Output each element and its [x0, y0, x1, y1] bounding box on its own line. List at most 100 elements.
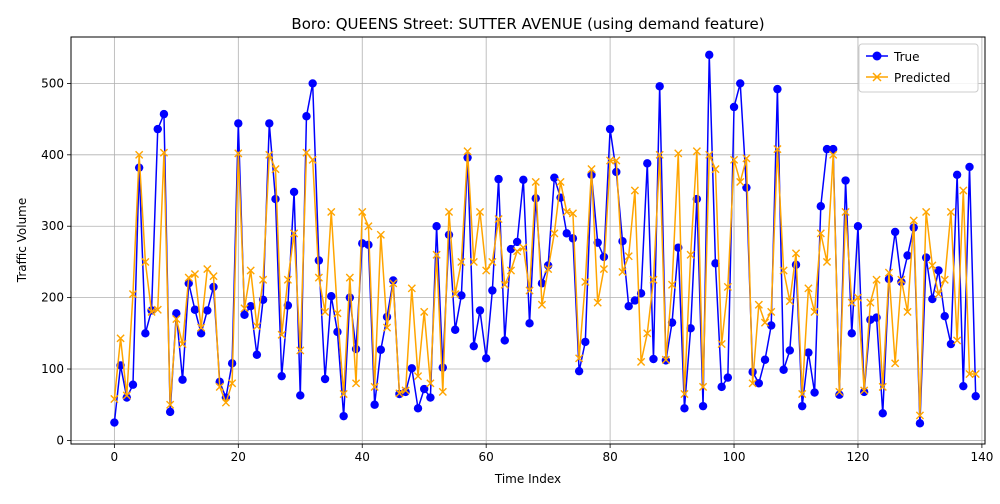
data-point-true [903, 251, 912, 260]
data-point-predicted [444, 207, 454, 217]
data-point-predicted [686, 250, 695, 259]
y-axis-ticks: 0 100 200 300 400 500 [41, 76, 71, 447]
data-point-predicted [748, 379, 757, 388]
data-point-true [178, 375, 187, 384]
data-point-true [426, 393, 435, 402]
data-point-true [234, 119, 243, 128]
data-point-predicted [382, 323, 392, 332]
data-point-true [779, 365, 788, 374]
data-point-true [965, 162, 974, 172]
data-point-predicted [742, 154, 751, 163]
data-point-true [469, 341, 478, 351]
data-point-true [413, 404, 423, 413]
data-point-predicted [624, 252, 633, 261]
legend-true-label: True [893, 50, 920, 64]
data-point-true [568, 234, 578, 243]
data-point-predicted [680, 389, 689, 399]
data-point-true [760, 355, 770, 364]
data-point-predicted [655, 150, 664, 159]
data-point-true [859, 387, 869, 397]
data-point-predicted [754, 300, 763, 309]
data-point-predicted [413, 372, 423, 381]
data-point-true [562, 229, 571, 238]
data-point-true [265, 119, 274, 128]
data-point-predicted [482, 266, 491, 275]
data-point-true [531, 194, 540, 203]
data-point-true [890, 227, 900, 237]
data-point-true [680, 404, 689, 413]
data-point-predicted [767, 307, 776, 316]
data-point-true [550, 173, 559, 182]
data-point-predicted [389, 279, 398, 288]
data-point-predicted [265, 150, 274, 159]
data-point-true [339, 411, 348, 421]
y-tick-label: 400 [41, 148, 64, 162]
data-point-predicted [172, 314, 181, 324]
data-point-true [141, 329, 150, 338]
data-point-predicted [636, 357, 646, 366]
y-axis-label: Traffic Volume [15, 198, 29, 284]
data-point-true [196, 329, 206, 338]
plot-frame [70, 36, 986, 445]
data-point-true [717, 382, 726, 392]
data-point-predicted [612, 156, 621, 165]
series-true [110, 50, 980, 428]
data-point-predicted [618, 267, 627, 277]
data-point-true [878, 409, 887, 418]
data-point-predicted [785, 297, 794, 306]
data-point-predicted [463, 147, 472, 156]
data-point-true [432, 222, 441, 231]
data-point-predicted [500, 280, 509, 289]
data-point-predicted [506, 266, 516, 275]
data-point-predicted [872, 275, 881, 284]
data-point-predicted [556, 177, 565, 187]
legend-true-marker [872, 51, 882, 61]
data-point-true [407, 364, 417, 373]
data-point-predicted [327, 207, 336, 217]
data-point-true [742, 183, 751, 192]
data-point-predicted [277, 330, 286, 339]
data-point-predicted [289, 229, 299, 238]
data-point-predicted [723, 282, 732, 292]
data-point-predicted [475, 207, 485, 217]
data-point-predicted [791, 249, 801, 258]
data-point-predicted [451, 289, 460, 299]
data-point-true [401, 387, 410, 397]
data-point-predicted [891, 359, 900, 368]
data-point-predicted [537, 300, 547, 309]
data-point-predicted [581, 277, 590, 287]
data-point-true [203, 306, 212, 315]
data-point-predicted [816, 229, 825, 238]
data-point-true [450, 325, 460, 334]
data-point-predicted [630, 186, 639, 195]
data-point-true [853, 222, 863, 231]
data-point-true [345, 293, 355, 302]
data-point-true [934, 266, 943, 275]
data-point-predicted [420, 307, 429, 316]
data-point-true [420, 384, 429, 394]
data-point-predicted [544, 264, 553, 274]
series-predicted [110, 145, 980, 420]
data-point-predicted [829, 150, 838, 159]
x-tick-label: 140 [970, 450, 993, 464]
data-point-predicted [593, 298, 602, 307]
data-point-true [327, 291, 336, 301]
data-point-true [655, 82, 664, 91]
data-point-true [971, 391, 980, 401]
x-tick-label: 40 [355, 450, 370, 464]
data-point-predicted [674, 149, 683, 158]
data-point-predicted [575, 354, 584, 363]
data-point-predicted [302, 148, 311, 157]
series-layer [110, 50, 980, 428]
legend-predicted-label: Predicted [894, 71, 950, 85]
legend: True Predicted [858, 43, 979, 93]
data-point-predicted [971, 369, 980, 379]
data-point-predicted [370, 382, 379, 391]
data-point-predicted [351, 379, 361, 388]
data-point-true [785, 346, 795, 355]
data-point-predicted [345, 273, 354, 282]
data-point-predicted [178, 339, 187, 349]
data-point-predicted [308, 155, 317, 164]
data-point-true [686, 324, 695, 333]
data-point-true [519, 175, 528, 185]
